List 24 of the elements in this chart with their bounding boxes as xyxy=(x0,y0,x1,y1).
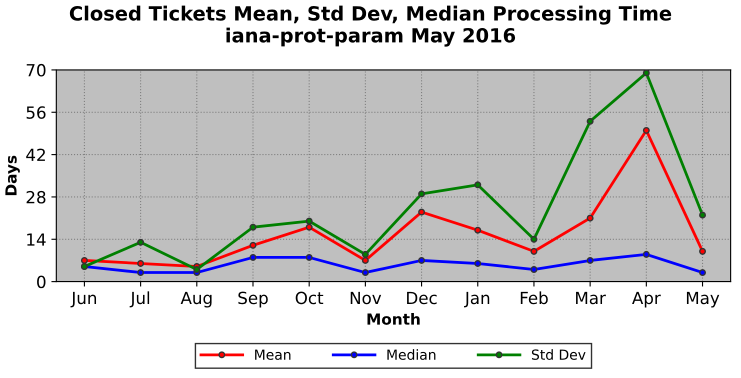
x-tick-label: Oct xyxy=(296,292,324,304)
legend-label: Std Dev xyxy=(532,349,586,360)
legend-label: Mean xyxy=(255,350,290,360)
x-tick-label: Nov xyxy=(350,292,382,304)
chart-title: Closed Tickets Mean, Std Dev, Median Processing Time iana-prot-param May 2016 xyxy=(70,6,672,47)
x-axis-title: Month xyxy=(368,313,420,325)
x-tick-label: Jan xyxy=(464,292,490,308)
legend-label: Median xyxy=(387,349,436,360)
y-tick-label: 0 xyxy=(37,276,46,288)
x-tick-label: Dec xyxy=(407,292,437,304)
y-tick-label: 42 xyxy=(26,148,45,161)
x-tick-label: Mar xyxy=(576,292,606,304)
y-tick-label: 14 xyxy=(27,233,46,246)
y-axis-title: Days xyxy=(5,156,20,196)
y-tick-label: 28 xyxy=(26,190,46,204)
x-tick-label: May xyxy=(686,292,720,308)
x-tick-label: Apr xyxy=(632,292,661,308)
x-tick-label: Jun xyxy=(70,292,96,308)
x-tick-label: Feb xyxy=(520,291,548,304)
x-tick-label: Sep xyxy=(238,292,268,308)
y-tick-label: 56 xyxy=(26,106,46,119)
x-tick-label: Aug xyxy=(180,292,212,308)
x-tick-label: Jul xyxy=(130,291,150,308)
y-tick-label: 70 xyxy=(26,64,46,76)
